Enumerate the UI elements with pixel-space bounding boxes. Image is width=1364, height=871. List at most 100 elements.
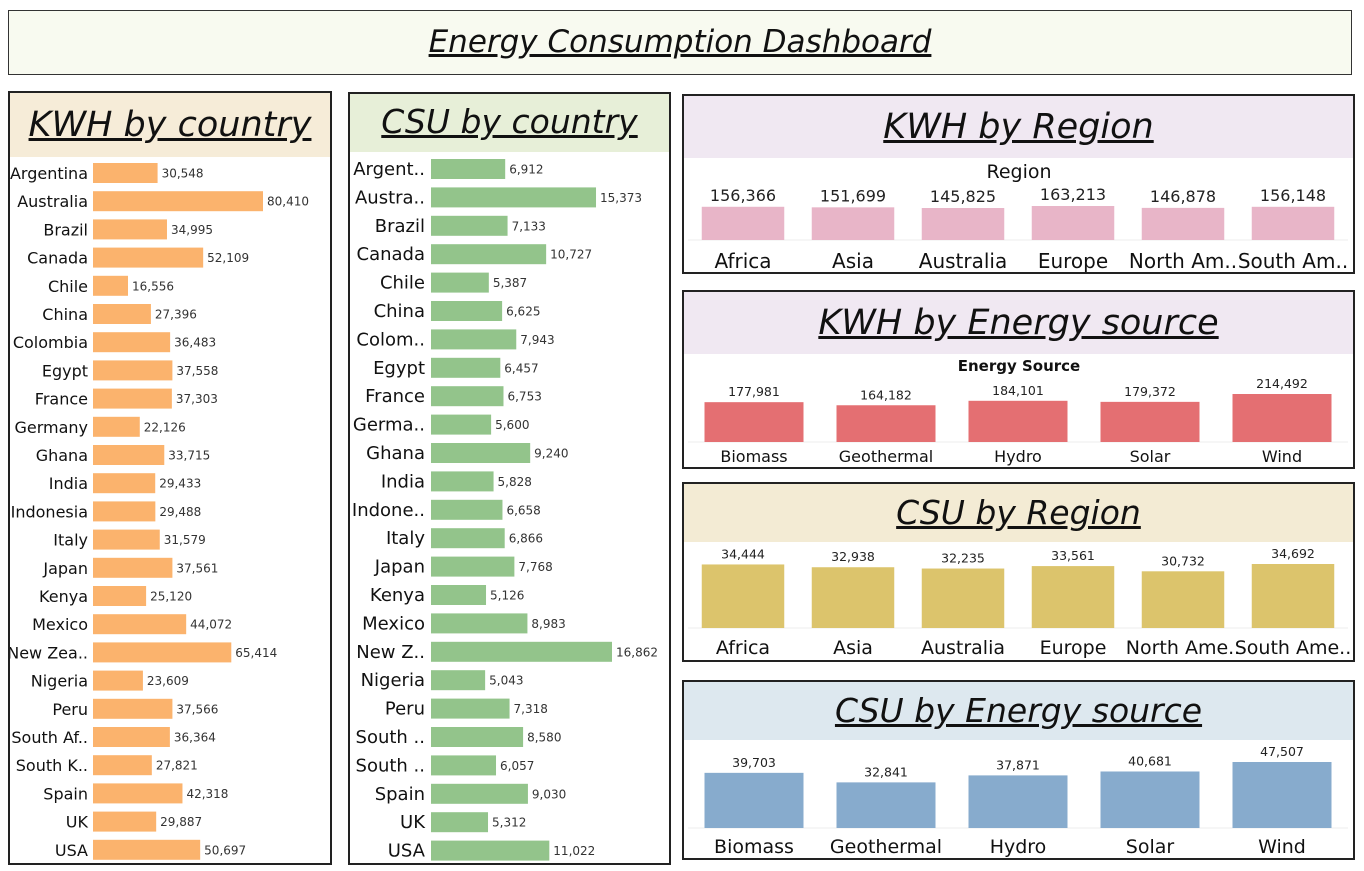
value-label: 6,866 — [509, 532, 543, 546]
dashboard-title: Energy Consumption Dashboard — [428, 24, 932, 60]
value-label: 5,828 — [498, 475, 532, 489]
value-label: 7,768 — [518, 560, 552, 574]
bar — [93, 388, 172, 409]
category-label: USA — [388, 841, 426, 862]
category-label: South .. — [356, 727, 425, 748]
value-label: 214,492 — [1256, 376, 1308, 391]
value-label: 29,488 — [159, 505, 201, 519]
category-label: Europe — [1038, 249, 1108, 272]
kwh-by-region-chart: Region 156,366 Africa 151,699 Asia 145,825 Aus… — [688, 161, 1348, 272]
bar — [93, 163, 158, 183]
bar — [431, 727, 524, 747]
category-label: Africa — [714, 249, 771, 272]
value-label: 6,753 — [507, 390, 541, 404]
category-label: Nigeria — [361, 670, 425, 691]
category-label: Indonesia — [11, 502, 88, 521]
bar — [1251, 564, 1335, 628]
value-label: 184,101 — [992, 383, 1044, 398]
bar — [93, 670, 143, 691]
category-label: Australia — [17, 192, 88, 211]
category-label: Colombia — [13, 333, 88, 352]
csu-by-region-panel: CSU by Region 34,444 Africa 32,938 Asia 32,2… — [682, 482, 1355, 662]
value-label: 32,235 — [941, 551, 985, 566]
value-label: 5,312 — [492, 816, 526, 830]
value-label: 5,387 — [493, 276, 527, 290]
value-label: 16,862 — [616, 645, 658, 659]
value-label: 29,433 — [159, 477, 201, 491]
kwh-by-country-chart: Argentina 30,548 Australia 80,410 Brazil 34,9… — [10, 163, 309, 860]
value-label: 145,825 — [930, 187, 996, 206]
value-label: 44,072 — [190, 618, 232, 632]
bar — [836, 405, 936, 442]
category-label: Austra.. — [355, 187, 425, 208]
category-label: Peru — [52, 700, 88, 719]
bar — [93, 811, 157, 832]
bar — [1100, 401, 1200, 442]
category-label: USA — [55, 841, 88, 860]
bar — [1232, 762, 1332, 828]
value-label: 27,396 — [155, 308, 197, 322]
category-label: Asia — [833, 637, 873, 659]
bar — [921, 568, 1005, 628]
bar — [93, 191, 263, 212]
bar — [1031, 566, 1115, 628]
csu-by-country-title: CSU by country — [350, 94, 669, 152]
category-label: Japan — [374, 557, 425, 578]
value-label: 40,681 — [1128, 753, 1172, 768]
category-label: China — [374, 301, 425, 322]
bar — [431, 670, 486, 691]
value-label: 27,821 — [156, 759, 198, 773]
category-label: North Am.. — [1129, 249, 1237, 272]
value-label: 42,318 — [186, 787, 228, 801]
value-label: 163,213 — [1040, 185, 1106, 204]
value-label: 5,043 — [489, 674, 523, 688]
value-label: 34,995 — [171, 223, 213, 237]
category-label: Geothermal — [830, 836, 942, 858]
bar — [431, 159, 506, 179]
category-label: Solar — [1130, 447, 1171, 466]
bar — [431, 698, 510, 719]
category-label: Argentina — [10, 164, 88, 183]
bar — [93, 445, 165, 465]
bar — [704, 772, 804, 828]
value-label: 23,609 — [147, 674, 189, 688]
category-label: Nigeria — [31, 672, 88, 691]
bar — [811, 207, 895, 240]
value-label: 9,030 — [532, 787, 566, 801]
category-label: Japan — [42, 559, 88, 578]
bar — [93, 275, 129, 296]
value-label: 7,133 — [512, 219, 546, 233]
bar — [704, 402, 804, 442]
value-label: 179,372 — [1124, 384, 1176, 399]
csu-by-source-panel: CSU by Energy source 39,703 Biomass 32,841… — [682, 680, 1355, 860]
bar — [93, 839, 201, 860]
value-label: 177,981 — [728, 384, 780, 399]
value-label: 37,566 — [176, 702, 218, 716]
dashboard-header: Energy Consumption Dashboard — [8, 10, 1352, 75]
bar — [431, 528, 505, 549]
category-label: Brazil — [43, 220, 88, 239]
bar — [431, 613, 528, 634]
category-label: Hydro — [990, 836, 1047, 858]
category-label: Kenya — [39, 587, 88, 606]
category-label: Ghana — [36, 446, 88, 465]
bar — [93, 529, 160, 550]
value-label: 15,373 — [600, 191, 642, 205]
bar — [431, 357, 501, 378]
csu-by-source-title: CSU by Energy source — [684, 682, 1353, 740]
category-label: Germa.. — [353, 415, 425, 436]
category-label: Solar — [1126, 836, 1175, 858]
bar — [1031, 206, 1115, 240]
bar — [431, 783, 528, 804]
bar — [93, 501, 156, 522]
value-label: 29,887 — [160, 815, 202, 829]
bar — [968, 400, 1068, 442]
value-label: 65,414 — [235, 646, 277, 660]
value-label: 11,022 — [553, 844, 595, 858]
bar — [431, 329, 517, 350]
category-label: South Am.. — [1238, 249, 1348, 272]
value-label: 37,558 — [176, 364, 218, 378]
bar — [93, 642, 232, 663]
bar — [93, 473, 156, 494]
bar — [93, 727, 170, 747]
